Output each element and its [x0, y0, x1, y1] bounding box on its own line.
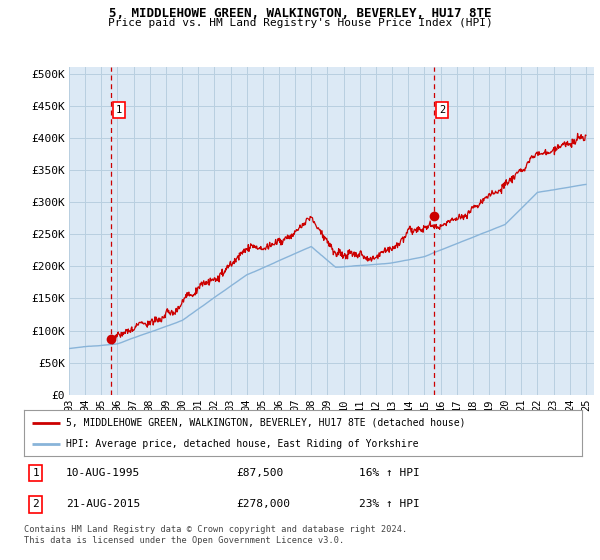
Text: 1: 1 [116, 105, 122, 115]
Text: 5, MIDDLEHOWE GREEN, WALKINGTON, BEVERLEY, HU17 8TE: 5, MIDDLEHOWE GREEN, WALKINGTON, BEVERLE… [109, 7, 491, 20]
Text: Price paid vs. HM Land Registry's House Price Index (HPI): Price paid vs. HM Land Registry's House … [107, 18, 493, 29]
Text: 21-AUG-2015: 21-AUG-2015 [66, 500, 140, 510]
Text: HPI: Average price, detached house, East Riding of Yorkshire: HPI: Average price, detached house, East… [66, 439, 418, 449]
Text: £87,500: £87,500 [236, 468, 283, 478]
Text: 1: 1 [32, 468, 39, 478]
Text: 5, MIDDLEHOWE GREEN, WALKINGTON, BEVERLEY, HU17 8TE (detached house): 5, MIDDLEHOWE GREEN, WALKINGTON, BEVERLE… [66, 418, 466, 428]
Text: £278,000: £278,000 [236, 500, 290, 510]
Text: 23% ↑ HPI: 23% ↑ HPI [359, 500, 419, 510]
Text: 16% ↑ HPI: 16% ↑ HPI [359, 468, 419, 478]
Text: Contains HM Land Registry data © Crown copyright and database right 2024.
This d: Contains HM Land Registry data © Crown c… [24, 525, 407, 545]
Text: 2: 2 [32, 500, 39, 510]
Text: 2: 2 [439, 105, 445, 115]
Text: 10-AUG-1995: 10-AUG-1995 [66, 468, 140, 478]
